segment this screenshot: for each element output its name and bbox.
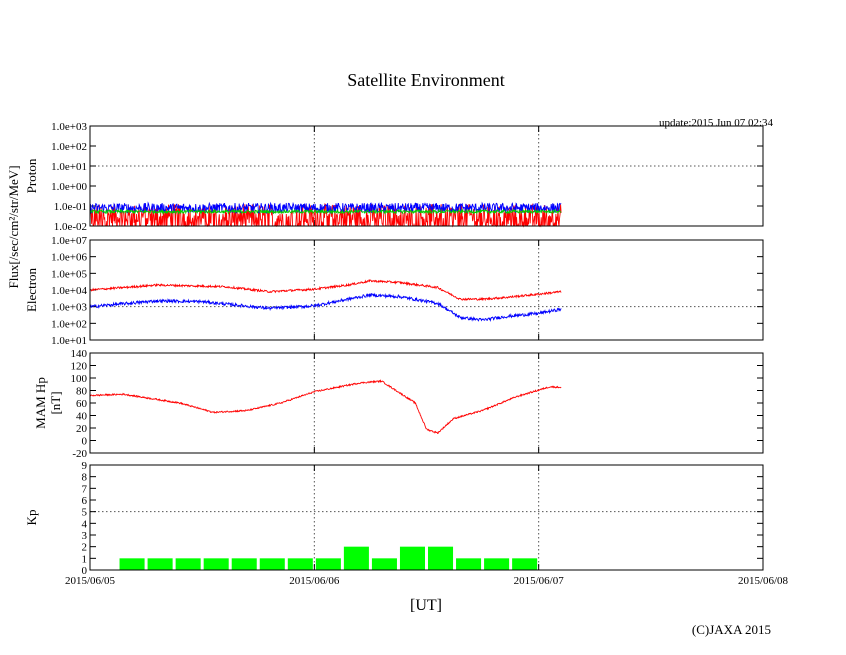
y-tick-label: 140 — [71, 348, 88, 360]
panel-frame — [89, 464, 764, 571]
panel-frame — [89, 352, 764, 454]
kp-bar — [456, 558, 482, 570]
y-tick-label: 1.0e+00 — [51, 181, 87, 193]
y-tick-label: 1.0e+07 — [51, 235, 87, 247]
y-tick-label: 4 — [82, 518, 88, 530]
kp-bar — [119, 558, 145, 570]
series-electron-blue — [90, 292, 562, 322]
y-tick-label: 1.0e+01 — [51, 161, 87, 173]
kp-bar — [399, 546, 425, 570]
y-tick-label: 120 — [71, 361, 88, 373]
y-tick-label: 1.0e+04 — [51, 285, 87, 297]
y-tick-label: 100 — [71, 373, 88, 385]
x-axis-title: [UT] — [410, 597, 442, 614]
panel-ylabel: Electron — [24, 267, 39, 312]
y-tick-label: 1.0e+03 — [51, 121, 87, 133]
kp-bar — [147, 558, 173, 570]
x-tick-label: 2015/06/07 — [514, 575, 565, 587]
kp-bar — [343, 546, 369, 570]
y-tick-label: 0 — [82, 565, 88, 577]
panel-proton: 1.0e-02 1.0e-01 1.0e+00 1.0e+01 1.0e+02 1.0e+… — [24, 121, 764, 233]
y-tick-label: 5 — [82, 507, 88, 519]
kp-bar — [371, 558, 397, 570]
y-tick-label: 1.0e+06 — [51, 252, 87, 264]
y-tick-label: 1 — [82, 553, 88, 565]
chart-panels: 1.0e-021.0e-011.0e+001.0e+011.0e+021.0e+… — [24, 121, 789, 587]
x-tick-label: 2015/06/08 — [738, 575, 789, 587]
kp-bar — [484, 558, 510, 570]
panel-frame — [89, 125, 764, 227]
y-tick-label: 1.0e+03 — [51, 302, 87, 314]
y-tick-label: 40 — [76, 411, 88, 423]
panel-ylabel: Kp — [24, 510, 39, 526]
series-electron-red — [89, 278, 562, 302]
y-tick-label: 0 — [82, 436, 88, 448]
y-tick-label: 7 — [82, 483, 88, 495]
y-tick-label: 6 — [82, 495, 88, 507]
y-tick-label: 1.0e-02 — [54, 221, 87, 233]
series-hp — [89, 379, 562, 435]
panel-ylabel: MAM Hp — [33, 377, 48, 429]
kp-bar — [259, 558, 285, 570]
kp-bar — [315, 558, 341, 570]
kp-bar — [175, 558, 201, 570]
x-tick-label: 2015/06/06 — [289, 575, 340, 587]
y-tick-label: 60 — [76, 398, 88, 410]
series-proton-green — [89, 208, 562, 215]
kp-bar — [512, 558, 538, 570]
y-tick-label: -20 — [72, 448, 87, 460]
copyright-credit: (C)JAXA 2015 — [692, 622, 771, 637]
y-tick-label: 80 — [76, 386, 88, 398]
y-tick-label: 3 — [82, 530, 88, 542]
chart-title: Satellite Environment — [347, 70, 504, 90]
kp-bar — [428, 546, 454, 570]
y-tick-label: 1.0e+05 — [51, 268, 87, 280]
kp-bar — [287, 558, 313, 570]
y-tick-label: 8 — [82, 472, 88, 484]
y-tick-label: 20 — [76, 423, 88, 435]
x-tick-labels: 2015/06/05 2015/06/06 2015/06/07 2015/06/08 — [65, 575, 789, 587]
panel-ylabel: Proton — [24, 158, 39, 193]
update-timestamp: update:2015 Jun 07 02:34 — [659, 117, 773, 129]
y-tick-label: 9 — [82, 460, 88, 472]
panel-electron: 1.0e+01 1.0e+02 1.0e+03 1.0e+04 1.0e+05 1.0e+… — [24, 235, 764, 347]
y-tick-label: 1.0e+02 — [51, 141, 87, 153]
panel-yunit: [nT] — [48, 391, 63, 414]
y-tick-label: 1.0e+01 — [51, 335, 87, 347]
y-tick-label: 1.0e+02 — [51, 318, 87, 330]
kp-bar — [203, 558, 229, 570]
y-tick-label: 1.0e-01 — [54, 201, 87, 213]
panel-frame — [89, 239, 764, 341]
y-tick-label: 2 — [82, 542, 88, 554]
x-tick-label: 2015/06/05 — [65, 575, 116, 587]
kp-bar — [231, 558, 257, 570]
flux-axis-label: Flux[/sec/cm²/str/MeV] — [6, 165, 21, 288]
